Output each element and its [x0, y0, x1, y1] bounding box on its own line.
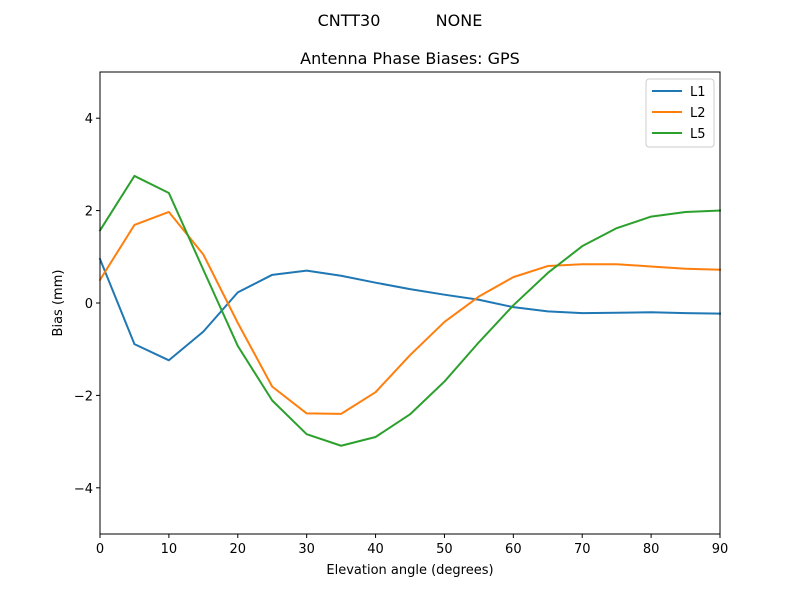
x-tick-label: 0 — [96, 542, 104, 557]
legend-label-l2: L2 — [690, 106, 706, 121]
y-tick-label: 2 — [85, 205, 93, 220]
chart-title: Antenna Phase Biases: GPS — [300, 49, 520, 68]
x-tick-label: 90 — [712, 542, 729, 557]
series-line-l1 — [98, 257, 722, 362]
x-axis-label: Elevation angle (degrees) — [326, 563, 493, 578]
plot-lines — [98, 174, 722, 447]
y-tick-label: 0 — [85, 297, 93, 312]
x-tick-label: 60 — [505, 542, 522, 557]
suptitle-left: CNTT30 — [318, 11, 381, 30]
series-line-l5 — [98, 174, 722, 447]
y-tick-label: −4 — [74, 482, 93, 497]
y-axis-label: Bias (mm) — [51, 270, 66, 337]
legend-label-l5: L5 — [690, 127, 706, 142]
legend: L1 L2 L5 — [645, 78, 715, 148]
x-axis-ticks: 0 10 20 30 40 50 60 70 80 90 — [96, 534, 728, 557]
x-tick-label: 80 — [643, 542, 660, 557]
x-tick-label: 30 — [298, 542, 315, 557]
x-tick-label: 70 — [574, 542, 591, 557]
y-tick-label: −2 — [74, 389, 93, 404]
suptitle-right: NONE — [436, 11, 483, 30]
x-tick-label: 20 — [230, 542, 247, 557]
x-tick-label: 40 — [367, 542, 384, 557]
x-tick-label: 10 — [161, 542, 178, 557]
y-axis-ticks: −4 −2 0 2 4 — [74, 112, 100, 497]
legend-label-l1: L1 — [690, 85, 706, 100]
y-tick-label: 4 — [85, 112, 93, 127]
series-line-l2 — [98, 210, 722, 415]
x-tick-label: 50 — [436, 542, 453, 557]
